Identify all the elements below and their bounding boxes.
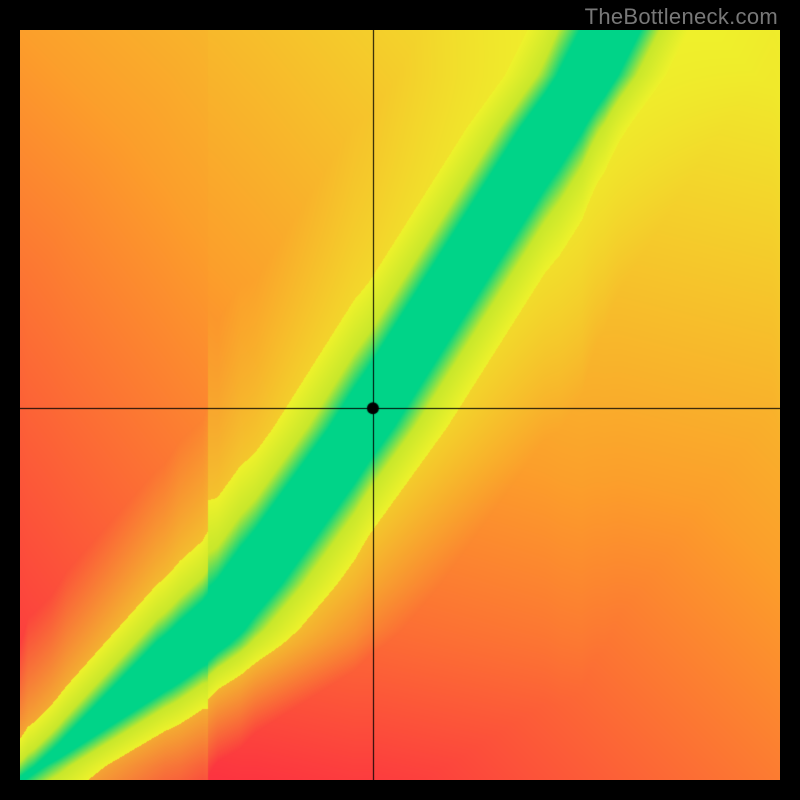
watermark-text: TheBottleneck.com [585,4,778,30]
plot-frame [20,30,780,780]
chart-container: TheBottleneck.com [0,0,800,800]
heatmap-canvas [20,30,780,780]
